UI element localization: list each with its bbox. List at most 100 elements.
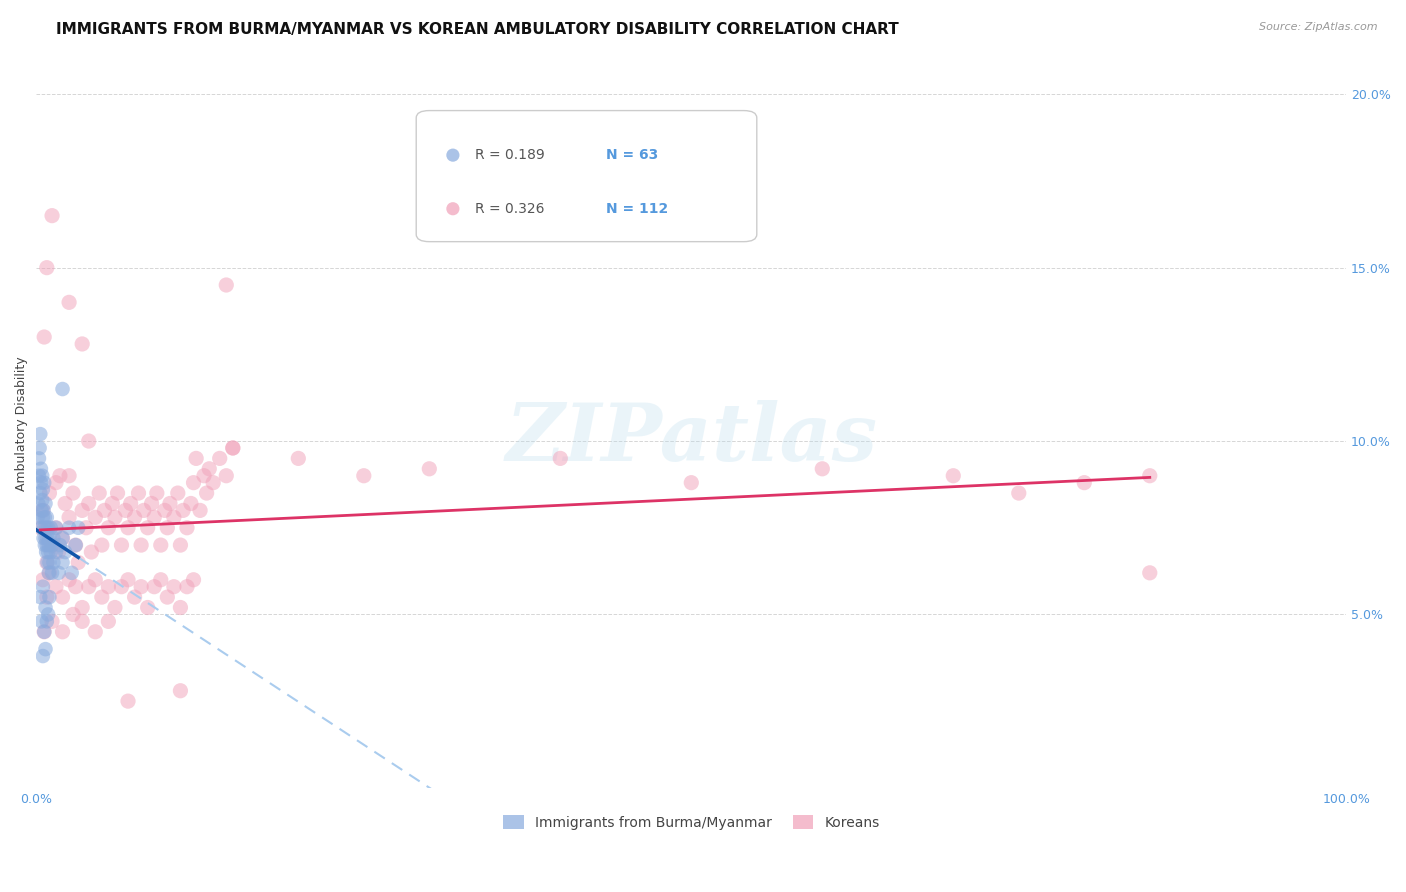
Point: [153, 503, 176, 517]
Text: R = 0.326: R = 0.326: [475, 202, 544, 216]
Point: [1139, 468, 1161, 483]
Point: [215, 468, 238, 483]
Point: [45, 521, 67, 535]
Point: [65, 538, 87, 552]
Point: [93, 503, 115, 517]
Point: [58, 295, 80, 310]
Point: [67, 556, 90, 570]
Point: [77, 496, 100, 510]
Point: [90, 538, 112, 552]
Point: [34, 531, 56, 545]
Point: [65, 580, 87, 594]
Point: [30, 521, 52, 535]
Point: [58, 468, 80, 483]
Point: [41, 566, 63, 580]
Point: [31, 483, 53, 497]
Point: [31, 521, 53, 535]
Point: [104, 600, 127, 615]
Point: [35, 545, 58, 559]
Point: [418, 462, 440, 476]
Point: [149, 573, 172, 587]
Point: [35, 260, 58, 275]
Point: [51, 624, 73, 639]
Point: [31, 503, 53, 517]
Point: [183, 573, 205, 587]
Point: [37, 531, 59, 545]
Point: [156, 590, 179, 604]
Point: [48, 545, 70, 559]
Point: [193, 468, 215, 483]
Point: [215, 278, 238, 293]
Point: [77, 580, 100, 594]
Point: [62, 486, 84, 500]
Point: [195, 486, 218, 500]
Point: [141, 496, 163, 510]
Point: [35, 615, 58, 629]
Point: [183, 475, 205, 490]
Point: [117, 694, 139, 708]
Point: [136, 600, 159, 615]
Text: ZIPatlas: ZIPatlas: [505, 400, 877, 477]
Point: [41, 538, 63, 552]
Point: [35, 538, 58, 552]
Point: [30, 590, 52, 604]
Point: [202, 475, 225, 490]
Point: [34, 600, 56, 615]
Point: [163, 580, 186, 594]
Point: [38, 590, 60, 604]
Point: [60, 566, 83, 580]
Point: [176, 521, 198, 535]
Point: [28, 451, 51, 466]
Point: [128, 486, 150, 500]
Point: [45, 580, 67, 594]
Point: [110, 580, 132, 594]
Point: [90, 590, 112, 604]
Point: [114, 503, 136, 517]
Point: [80, 545, 103, 559]
Point: [51, 531, 73, 545]
Point: [143, 580, 166, 594]
Point: [38, 531, 60, 545]
Point: [35, 556, 58, 570]
Point: [124, 590, 146, 604]
Point: [132, 503, 155, 517]
Point: [31, 615, 53, 629]
Point: [35, 521, 58, 535]
Point: [37, 607, 59, 622]
Point: [32, 624, 55, 639]
Point: [37, 545, 59, 559]
Point: [117, 521, 139, 535]
Point: [51, 382, 73, 396]
Point: [32, 531, 55, 545]
Point: [120, 496, 142, 510]
Point: [169, 600, 191, 615]
Point: [37, 521, 59, 535]
Point: [49, 538, 72, 552]
Point: [32, 503, 55, 517]
Point: [1139, 566, 1161, 580]
Point: [353, 468, 375, 483]
Text: N = 63: N = 63: [606, 148, 658, 162]
Point: [117, 573, 139, 587]
Point: [31, 510, 53, 524]
Point: [550, 451, 572, 466]
Point: [811, 462, 834, 476]
Point: [31, 493, 53, 508]
Point: [34, 510, 56, 524]
Point: [129, 538, 152, 552]
Point: [77, 434, 100, 448]
Point: [37, 556, 59, 570]
Point: [34, 496, 56, 510]
Point: [188, 503, 211, 517]
Point: [58, 573, 80, 587]
Point: [62, 607, 84, 622]
Point: [38, 486, 60, 500]
Point: [107, 486, 129, 500]
Point: [681, 475, 703, 490]
Point: [53, 496, 76, 510]
Point: [70, 337, 93, 351]
Point: [58, 521, 80, 535]
Point: [124, 510, 146, 524]
Y-axis label: Ambulatory Disability: Ambulatory Disability: [15, 357, 28, 491]
Text: R = 0.189: R = 0.189: [475, 148, 546, 162]
